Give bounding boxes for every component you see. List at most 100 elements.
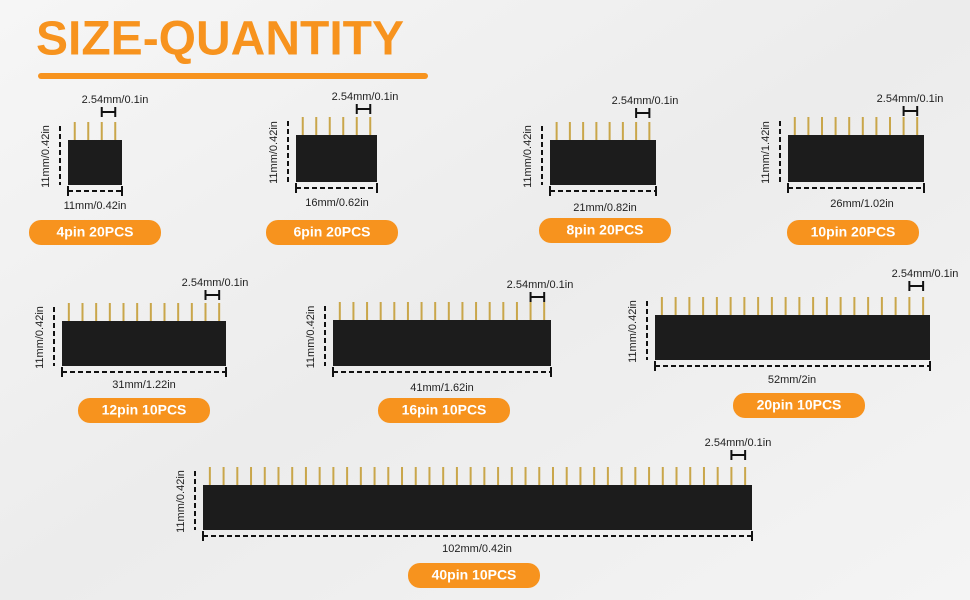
pin [848,117,851,135]
width-label: 11mm/0.42in [64,200,127,212]
pin [702,467,705,485]
pin [204,303,207,321]
pin [675,467,678,485]
pin [95,303,98,321]
pin [136,303,139,321]
pin [222,467,225,485]
pin [661,467,664,485]
pin [67,303,70,321]
pin [620,467,623,485]
pin [304,467,307,485]
badge-text: 12pin 10PCS [102,402,187,418]
pin [875,117,878,135]
pin [497,467,500,485]
pin [853,297,856,315]
pin [359,467,362,485]
badge-text: 4pin 20PCS [56,224,133,240]
width-label: 52mm/2in [768,374,816,386]
pin [689,467,692,485]
pin [447,302,450,320]
pin [579,467,582,485]
pin [338,302,341,320]
pin [551,467,554,485]
pin [87,122,90,140]
pin [889,117,891,135]
pin [621,122,624,140]
pin [825,297,828,315]
header-body [203,485,752,530]
badge-text: 16pin 10PCS [402,402,487,418]
pin [502,302,505,320]
pin [608,122,611,140]
pin [798,297,801,315]
pin [784,297,787,315]
pin [793,117,796,135]
badge-text: 10pin 20PCS [811,224,896,240]
pitch-label: 2.54mm/0.1in [507,279,574,291]
badge-text: 20pin 10PCS [757,397,842,413]
pin [177,303,180,321]
badge-text: 6pin 20PCS [293,224,370,240]
header-body [655,315,930,360]
pin [524,467,527,485]
pin [555,122,558,140]
pin [634,467,637,485]
pin [606,467,609,485]
pin [674,297,677,315]
pitch-label: 2.54mm/0.1in [612,95,679,107]
pin [373,467,376,485]
pin [420,302,423,320]
pin [469,467,472,485]
pin [757,297,760,315]
pin [434,302,437,320]
pitch-label: 2.54mm/0.1in [877,93,944,105]
pin [922,297,925,315]
width-label: 41mm/1.62in [410,382,474,394]
pin [715,297,718,315]
height-label: 11mm/0.42in [627,300,639,363]
pin [834,117,837,135]
header-body [788,135,924,182]
pin [568,122,571,140]
pin [379,302,382,320]
width-label: 16mm/0.62in [305,197,369,209]
pin [366,302,369,320]
pin [821,117,823,135]
pin [688,297,691,315]
pin [861,117,864,135]
pin [263,467,266,485]
pin [387,467,390,485]
height-label: 11mm/0.42in [522,125,534,188]
pin [702,297,705,315]
pin [393,302,396,320]
pin [812,297,815,315]
pin [902,117,905,135]
pin [73,122,76,140]
pitch-label: 2.54mm/0.1in [892,268,959,280]
pin [369,117,372,135]
pin [483,467,486,485]
pin [346,467,349,485]
pin [401,467,404,485]
pin [277,467,280,485]
width-label: 26mm/1.02in [830,198,894,210]
pin [342,117,345,135]
badge [539,218,671,243]
pin [529,302,532,320]
badge [378,398,510,423]
pin [218,303,221,321]
pin [442,467,445,485]
pin [916,117,919,135]
pin [510,467,513,485]
pin [475,302,478,320]
pin [208,467,211,485]
badge-text: 40pin 10PCS [432,567,517,583]
pin [660,297,663,315]
height-label: 11mm/0.42in [40,125,52,188]
header-body [62,321,226,366]
pin [315,117,318,135]
pin [894,297,897,315]
badge [787,220,919,245]
